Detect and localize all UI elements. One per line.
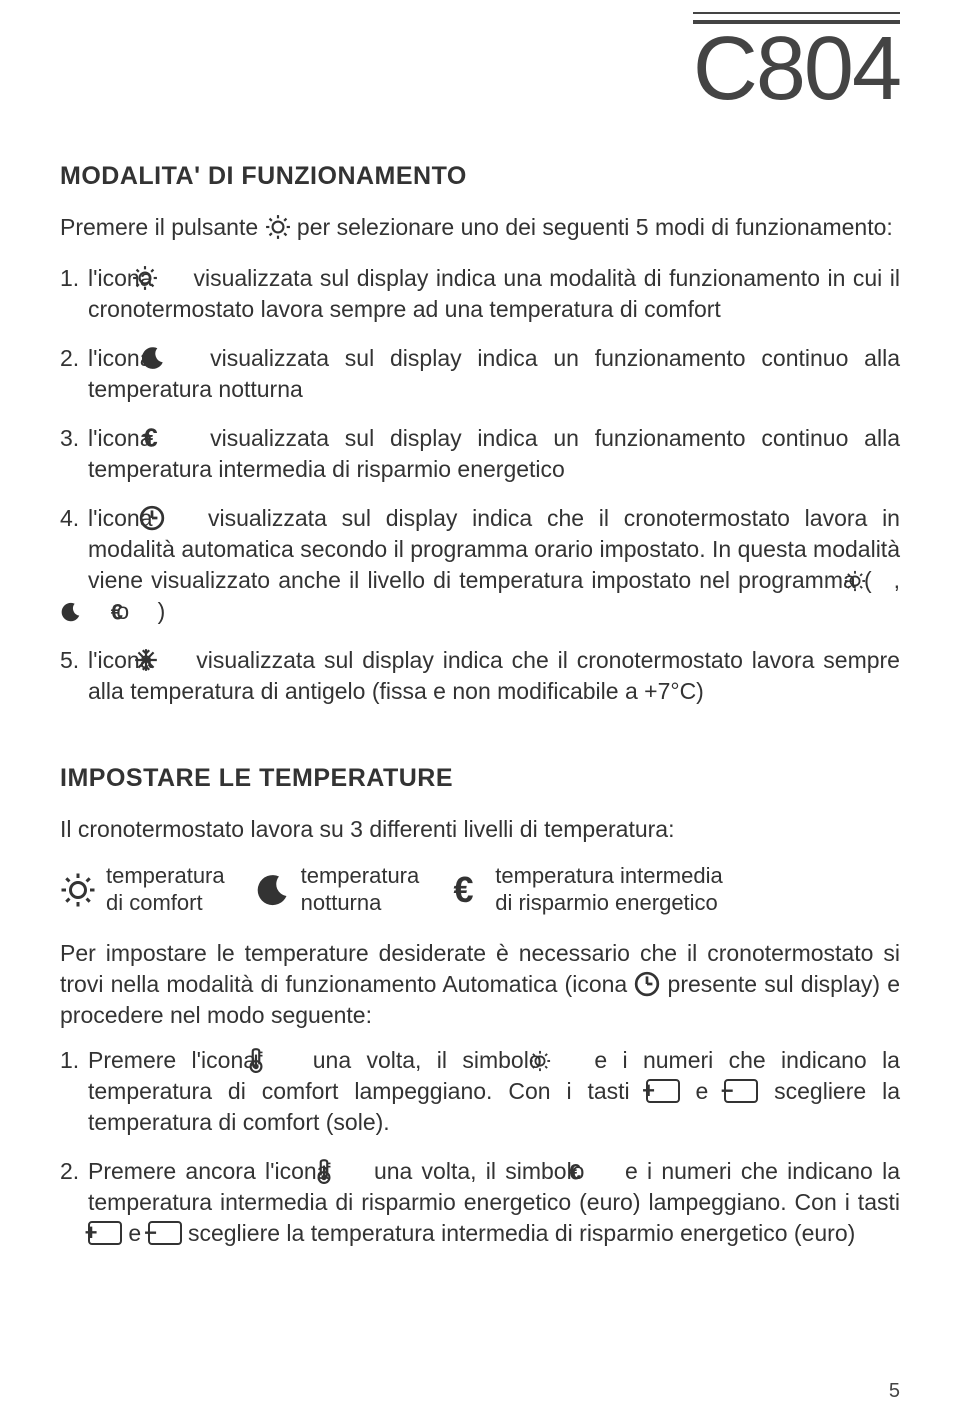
thermometer-icon [271,1047,297,1073]
plus-button[interactable]: + [88,1221,122,1245]
text: visualizzata sul display indica un funzi… [88,425,900,482]
list-item: 4.l'icona visualizzata sul display indic… [60,503,900,627]
steps-list: 1.Premere l'icona una volta, il simbolo … [60,1045,900,1249]
list-item: 1.l'icona visualizzata sul display indic… [60,263,900,325]
list-item: 1.Premere l'icona una volta, il simbolo … [60,1045,900,1138]
list-item: 3.l'icona visualizzata sul display indic… [60,423,900,485]
text: visualizzata sul display indica che il c… [88,647,900,704]
section2-intro: Il cronotermostato lavora su 3 different… [60,814,900,845]
plus-button[interactable]: + [646,1079,680,1103]
list-item: 2.l'icona visualizzata sul display indic… [60,343,900,405]
item-number: 1. [60,263,88,294]
euro-icon [136,600,158,622]
text: Premere ancora l'icona [88,1158,339,1184]
temp-comfort: temperaturadi comfort [60,863,225,916]
list-item: 2.Premere ancora l'icona una volta, il s… [60,1156,900,1249]
section1-intro: Premere il pulsante per selezionare uno … [60,212,900,243]
temp-label: temperaturadi comfort [106,863,225,916]
text: visualizzata sul display indica che il c… [88,505,900,593]
text: una volta, il simbolo [365,1158,594,1184]
snowflake-icon [161,647,187,673]
temp-eco: temperatura intermediadi risparmio energ… [449,863,722,916]
temp-label: temperatura intermediadi risparmio energ… [495,863,722,916]
sun-icon [872,569,894,591]
moon-icon [255,872,291,908]
item-number: 5. [60,645,88,676]
sun-icon [60,872,96,908]
text: visualizzata sul display indica una moda… [88,265,900,322]
euro-icon [168,425,194,451]
mode-list: 1.l'icona visualizzata sul display indic… [60,263,900,708]
minus-button[interactable]: − [724,1079,758,1103]
product-code: C804 [693,20,900,114]
sun-icon [557,1049,579,1071]
section2-para: Per impostare le temperature desiderate … [60,938,900,1031]
text: ) [158,598,166,624]
clock-icon [167,505,193,531]
sun-icon [265,214,291,240]
thermometer-icon [339,1158,365,1184]
item-number: 4. [60,503,88,534]
text: Premere il pulsante [60,214,265,240]
temp-night: temperaturanotturna [255,863,420,916]
text: e [680,1078,725,1104]
minus-button[interactable]: − [148,1221,182,1245]
section1-heading: MODALITA' DI FUNZIONAMENTO [60,160,900,194]
temp-label: temperaturanotturna [301,863,420,916]
text: visualizzata sul display indica un funzi… [88,345,900,402]
text: scegliere la temperatura intermedia di r… [182,1220,856,1246]
item-number: 2. [60,343,88,374]
euro-icon [594,1160,616,1182]
list-item: 5.l'icona visualizzata sul display indic… [60,645,900,707]
item-number: 2. [60,1156,88,1187]
clock-icon [634,971,660,997]
text: , [894,567,900,593]
text: per selezionare uno dei seguenti 5 modi … [291,214,893,240]
sun-icon [160,265,186,291]
item-number: 1. [60,1045,88,1076]
section2-heading: IMPOSTARE LE TEMPERATURE [60,762,900,796]
text: una volta, il simbolo [297,1047,557,1073]
moon-icon [168,345,194,371]
page-number: 5 [889,1378,900,1405]
item-number: 3. [60,423,88,454]
euro-icon [449,872,485,908]
temperature-levels: temperaturadi comfort temperaturanotturn… [60,863,900,916]
